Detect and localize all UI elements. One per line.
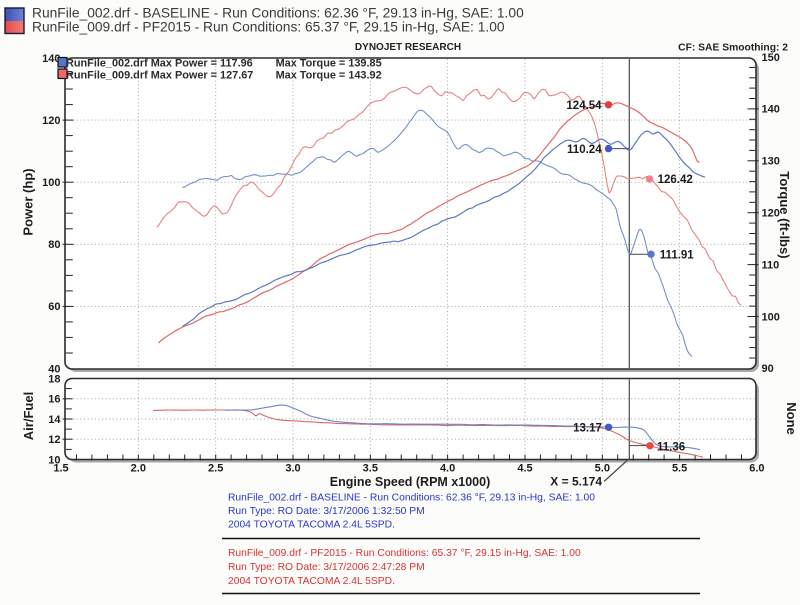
- svg-text:3.5: 3.5: [363, 463, 378, 475]
- svg-text:Max Torque = 143.92: Max Torque = 143.92: [276, 70, 382, 82]
- svg-text:Power (hp): Power (hp): [21, 168, 36, 235]
- svg-text:11.36: 11.36: [657, 442, 685, 454]
- svg-text:2.5: 2.5: [208, 463, 223, 475]
- svg-text:120: 120: [42, 115, 60, 127]
- svg-text:RunFile_002.drf Max Power = 11: RunFile_002.drf Max Power = 117.96: [66, 58, 253, 70]
- svg-text:Air/Fuel: Air/Fuel: [21, 392, 36, 440]
- svg-text:110.24: 110.24: [567, 144, 602, 156]
- svg-text:RunFile_002.drf - BASELINE - R: RunFile_002.drf - BASELINE - Run Conditi…: [32, 6, 524, 21]
- svg-text:Engine Speed (RPM x1000): Engine Speed (RPM x1000): [330, 475, 490, 489]
- svg-text:12: 12: [48, 434, 60, 446]
- svg-text:10: 10: [48, 454, 60, 466]
- svg-text:60: 60: [48, 301, 60, 313]
- svg-text:2004 TOYOTA TACOMA 2.4L 5SPD.: 2004 TOYOTA TACOMA 2.4L 5SPD.: [228, 520, 395, 531]
- svg-text:90: 90: [762, 363, 774, 375]
- svg-text:X = 5.174: X = 5.174: [550, 475, 602, 489]
- svg-text:126.42: 126.42: [658, 174, 693, 186]
- svg-text:100: 100: [42, 177, 60, 189]
- svg-text:DYNOJET RESEARCH: DYNOJET RESEARCH: [355, 42, 461, 53]
- svg-text:RunFile_009.drf - PF2015 - R: RunFile_009.drf - PF2015 - Run Condition…: [228, 548, 581, 559]
- svg-text:Max Torque = 139.85: Max Torque = 139.85: [276, 58, 382, 70]
- svg-text:111.91: 111.91: [660, 249, 695, 261]
- svg-text:140: 140: [762, 104, 780, 116]
- svg-text:5.0: 5.0: [595, 463, 610, 475]
- svg-text:18: 18: [48, 373, 60, 385]
- svg-text:2.0: 2.0: [131, 463, 146, 475]
- svg-text:1.5: 1.5: [53, 463, 68, 475]
- svg-text:RunFile_009.drf Max Power = 12: RunFile_009.drf Max Power = 127.67: [66, 70, 253, 82]
- svg-text:40: 40: [48, 363, 60, 375]
- svg-text:Run Type: RO Date: 3/17/2006: Run Type: RO Date: 3/17/2006 2:47:28 PM: [228, 562, 425, 573]
- svg-text:140: 140: [42, 53, 60, 65]
- svg-text:120: 120: [762, 208, 780, 220]
- svg-text:110: 110: [762, 259, 780, 271]
- svg-text:5.5: 5.5: [672, 463, 687, 475]
- svg-text:CF: SAE Smoothing: 2: CF: SAE Smoothing: 2: [678, 43, 788, 54]
- svg-text:16: 16: [48, 394, 60, 406]
- svg-text:Torque (ft-lbs): Torque (ft-lbs): [777, 171, 792, 258]
- svg-text:130: 130: [762, 156, 780, 168]
- svg-text:6.0: 6.0: [749, 463, 764, 475]
- svg-text:None: None: [784, 402, 799, 435]
- svg-text:RunFile_002.drf - BASELINE -: RunFile_002.drf - BASELINE - Run Conditi…: [228, 493, 595, 504]
- svg-text:3.0: 3.0: [285, 463, 300, 475]
- svg-text:14: 14: [48, 414, 61, 426]
- svg-text:80: 80: [48, 239, 60, 251]
- svg-text:Run Type: RO Date: 3/17/2006: Run Type: RO Date: 3/17/2006 1:32:50 PM: [228, 506, 425, 517]
- svg-text:4.5: 4.5: [517, 463, 532, 475]
- svg-text:2004 TOYOTA TACOMA 2.4L 5SPD.: 2004 TOYOTA TACOMA 2.4L 5SPD.: [228, 576, 395, 587]
- svg-text:150: 150: [762, 52, 780, 64]
- svg-text:124.54: 124.54: [566, 100, 602, 112]
- svg-text:RunFile_009.drf - PF2015 - Run: RunFile_009.drf - PF2015 - Run Condition…: [32, 20, 505, 35]
- svg-text:4.0: 4.0: [440, 463, 455, 475]
- svg-text:100: 100: [762, 311, 780, 323]
- svg-text:13.17: 13.17: [573, 422, 602, 434]
